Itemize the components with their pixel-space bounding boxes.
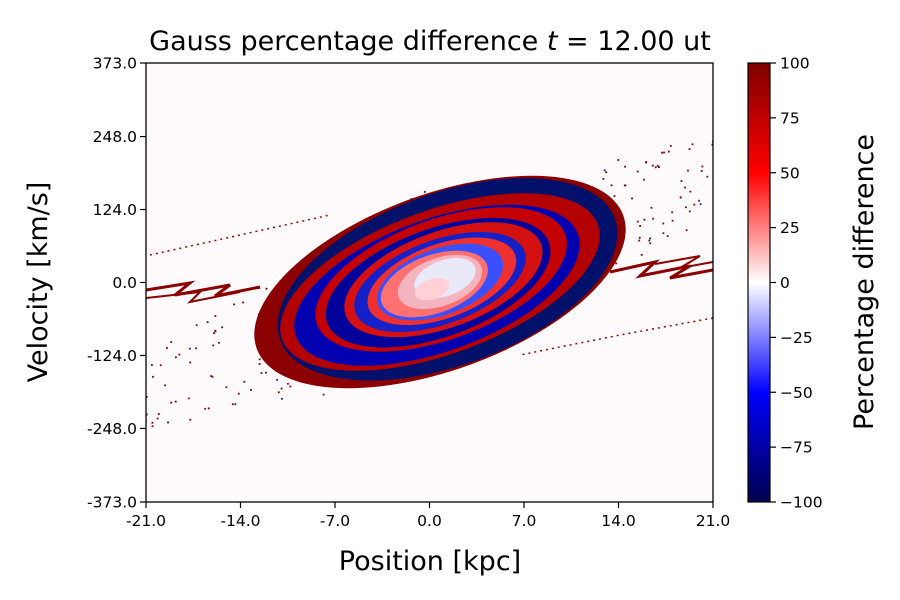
x-tick-label: 21.0 (696, 512, 731, 530)
colorbar-tick-label: −75 (780, 439, 813, 457)
colorbar-tick-label: −50 (780, 384, 813, 402)
x-tick-label: -14.0 (220, 512, 260, 530)
y-tick-label: 373.0 (93, 55, 137, 73)
colorbar-tick-label: −100 (780, 494, 823, 512)
y-axis-label: Velocity [km/s] (23, 182, 54, 383)
x-tick-label: 14.0 (601, 512, 636, 530)
x-tick-label: -7.0 (320, 512, 350, 530)
colorbar-tick-label: 0 (780, 274, 790, 292)
chart-title: Gauss percentage difference t = 12.00 ut (149, 26, 711, 57)
y-tick-label: -248.0 (87, 420, 137, 438)
y-axis: -373.0 -248.0 -124.0 0.0 124.0 248.0 373.0 (87, 55, 146, 512)
colorbar-axis: 100 75 50 25 0 −25 −50 −75 −100 (770, 55, 823, 512)
colorbar (747, 62, 771, 503)
heatmap-image (146, 140, 713, 428)
x-tick-label: 7.0 (512, 512, 537, 530)
colorbar-tick-label: 100 (780, 55, 810, 73)
colorbar-tick-label: 75 (780, 109, 800, 127)
colorbar-tick-label: −25 (780, 329, 813, 347)
x-tick-label: -21.0 (126, 512, 166, 530)
x-axis-label: Position [kpc] (339, 546, 521, 577)
y-tick-label: 248.0 (93, 128, 137, 146)
y-tick-label: -124.0 (87, 347, 137, 365)
y-tick-label: 0.0 (112, 274, 137, 292)
y-tick-label: -373.0 (87, 494, 137, 512)
y-tick-label: 124.0 (93, 201, 137, 219)
colorbar-tick-label: 50 (780, 164, 800, 182)
x-axis: -21.0 -14.0 -7.0 0.0 7.0 14.0 21.0 (126, 502, 730, 530)
colorbar-tick-label: 25 (780, 219, 800, 237)
x-tick-label: 0.0 (417, 512, 442, 530)
colorbar-label: Percentage difference (849, 134, 880, 430)
